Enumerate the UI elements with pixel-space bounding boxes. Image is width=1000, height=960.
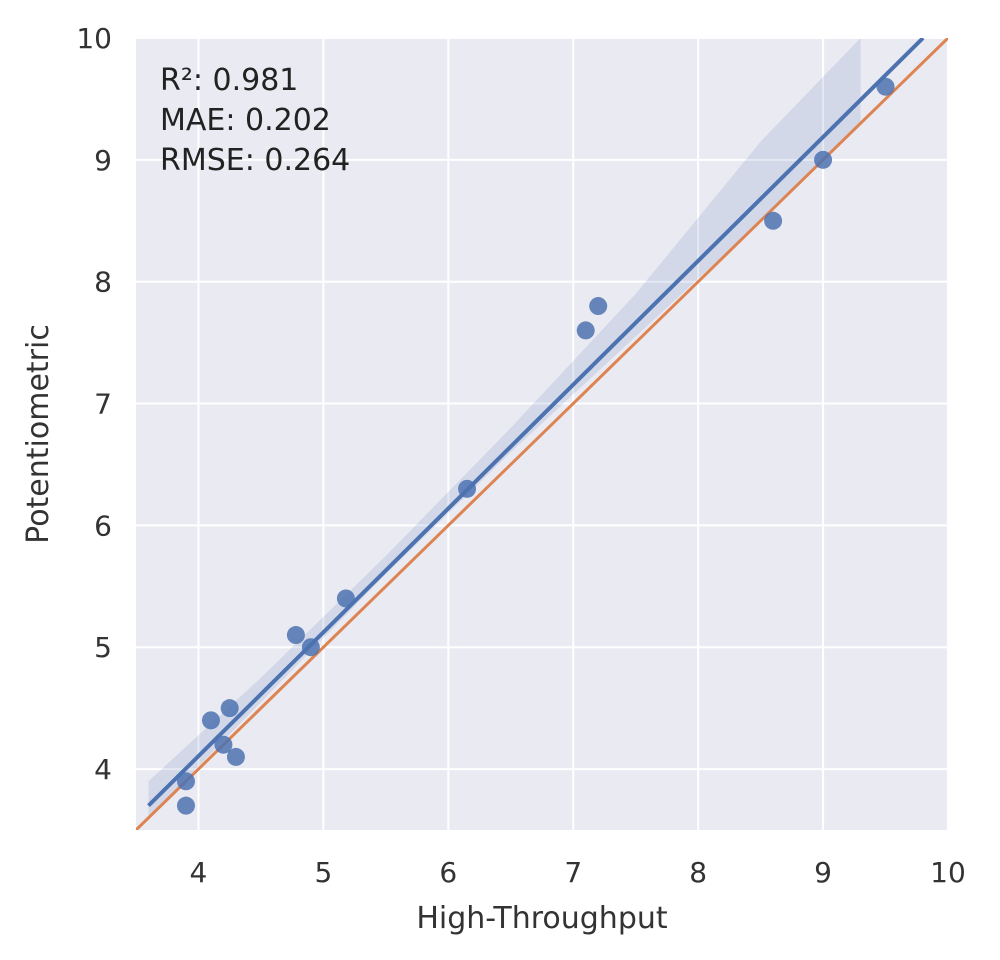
x-axis-label: High-Throughput	[416, 901, 668, 936]
rmse-annotation: RMSE: 0.264	[160, 143, 350, 178]
grid	[136, 37, 949, 830]
x-tick-label: 9	[814, 856, 832, 889]
data-point	[814, 150, 833, 169]
mae-annotation: MAE: 0.202	[160, 103, 331, 138]
data-point	[589, 297, 608, 316]
data-point	[301, 638, 320, 657]
y-tick-label: 4	[94, 753, 112, 786]
y-tick-label: 5	[94, 631, 112, 664]
x-tick-label: 10	[930, 856, 966, 889]
r2-annotation: R²: 0.981	[160, 63, 298, 98]
y-axis-label: Potentiometric	[21, 324, 56, 544]
data-point	[764, 211, 783, 230]
x-tick-label: 4	[190, 856, 208, 889]
data-point	[226, 747, 245, 766]
y-tick-label: 8	[94, 266, 112, 299]
data-point	[176, 772, 195, 791]
y-tick-label: 6	[94, 509, 112, 542]
data-point	[286, 626, 305, 645]
x-tick-label: 7	[564, 856, 582, 889]
confidence-band-group	[148, 38, 861, 818]
regression-line	[147, 38, 925, 808]
data-point	[214, 735, 233, 754]
data-point	[220, 699, 239, 718]
regression-line-group	[147, 38, 925, 808]
data-point	[876, 77, 895, 96]
x-tick-labels: 4 5 6 7 8 9 10	[190, 856, 966, 889]
data-points	[176, 77, 895, 815]
data-point	[176, 796, 195, 815]
x-tick-label: 8	[689, 856, 707, 889]
data-point	[336, 589, 355, 608]
data-point	[576, 321, 595, 340]
y-tick-label: 7	[94, 388, 112, 421]
y-tick-labels: 4 5 6 7 8 9 10	[76, 22, 112, 786]
data-point	[201, 711, 220, 730]
y-tick-label: 9	[94, 144, 112, 177]
identity-line-group	[136, 38, 948, 830]
data-point	[458, 479, 477, 498]
y-tick-label: 10	[76, 22, 112, 55]
metrics-annotation: R²: 0.981 MAE: 0.202 RMSE: 0.264	[160, 63, 350, 178]
identity-line	[136, 38, 948, 830]
confidence-band	[148, 38, 861, 818]
x-tick-label: 6	[439, 856, 457, 889]
x-tick-label: 5	[314, 856, 332, 889]
